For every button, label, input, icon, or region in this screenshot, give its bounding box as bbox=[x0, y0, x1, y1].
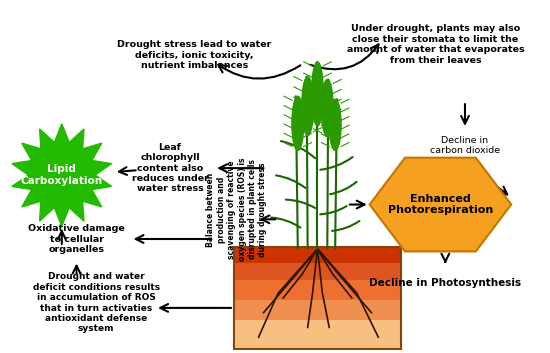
Text: Decline in
carbon dioxide: Decline in carbon dioxide bbox=[430, 136, 500, 155]
Ellipse shape bbox=[302, 77, 314, 136]
Text: Balance between
production and
scavenging of reactive
oxygen species (ROS) is
di: Balance between production and scavengin… bbox=[206, 158, 267, 261]
Text: Drought and water
deficit conditions results
in accumulation of ROS
that in turn: Drought and water deficit conditions res… bbox=[32, 273, 160, 334]
Ellipse shape bbox=[329, 99, 341, 150]
Ellipse shape bbox=[311, 62, 323, 126]
Polygon shape bbox=[12, 124, 112, 226]
Bar bbox=[234, 263, 401, 280]
Bar bbox=[234, 247, 401, 263]
Text: Drought stress lead to water
deficits, ionic toxicity,
nutrient imbalances: Drought stress lead to water deficits, i… bbox=[117, 40, 272, 70]
Bar bbox=[234, 280, 401, 300]
Text: Decline in Photosynthesis: Decline in Photosynthesis bbox=[369, 278, 521, 288]
Text: Oxidative damage
to cellular
organelles: Oxidative damage to cellular organelles bbox=[28, 224, 125, 254]
Bar bbox=[234, 300, 401, 320]
Bar bbox=[234, 247, 401, 349]
Text: Enhanced
Photorespiration: Enhanced Photorespiration bbox=[388, 194, 493, 215]
Ellipse shape bbox=[321, 79, 333, 137]
Bar bbox=[234, 320, 401, 349]
Ellipse shape bbox=[292, 96, 304, 150]
Text: Leaf
chlorophyll
content also
reduces under
water stress: Leaf chlorophyll content also reduces un… bbox=[131, 143, 208, 193]
Polygon shape bbox=[370, 158, 511, 251]
Text: Under drought, plants may also
close their stomata to limit the
amount of water : Under drought, plants may also close the… bbox=[346, 24, 524, 65]
Text: Lipid
Carboxylation: Lipid Carboxylation bbox=[21, 164, 103, 186]
